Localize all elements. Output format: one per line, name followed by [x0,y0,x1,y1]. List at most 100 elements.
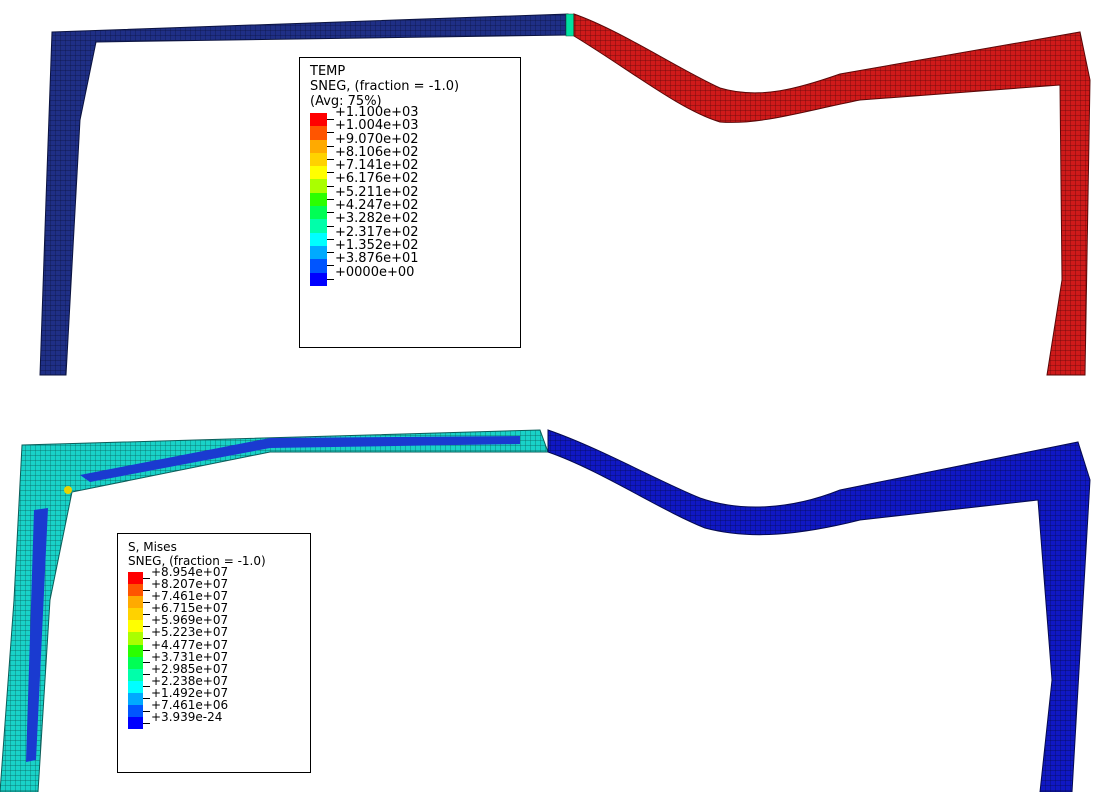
legend-tick [327,212,334,214]
legend-swatch [310,219,327,233]
legend-swatch [310,126,327,140]
stress-hotspot [64,486,72,494]
legend-tick [143,589,150,591]
legend-entry: +7.461e+06 [128,699,302,718]
legend-tick [327,172,334,174]
legend-title-line: (Avg: 75%) [310,94,382,109]
legend-value: +5.211e+02 [335,184,419,200]
legend-title-line: TEMP [310,64,346,79]
legend-value: +0000e+00 [335,264,415,280]
legend-tick [327,119,334,121]
legend-tick [143,686,150,688]
legend-tick [143,662,150,664]
legend-tick [327,159,334,161]
legend-swatch [310,245,327,260]
legend-value: +8.954e+07 [151,565,229,579]
legend-swatch [310,272,327,286]
legend-value: +5.969e+07 [151,613,229,628]
legend-entry: +4.477e+07 [128,638,302,657]
legend-tick [143,577,150,579]
legend-value: +4.247e+02 [335,198,419,214]
low-stress-right-frame [547,429,1091,792]
legend-value: +5.223e+07 [151,625,229,640]
legend-value: +7.461e+07 [151,589,229,604]
temperature-legend: TEMP SNEG, (fraction = -1.0) (Avg: 75%) … [299,57,521,348]
legend-entry: +7.461e+07 [128,590,302,609]
legend-tick [143,625,150,627]
legend-swatch [128,705,143,718]
color-scale: +1.100e+03 +1.004e+03 +9.070e+02 +8.106e+02… [310,106,512,286]
legend-value: +2.317e+02 [335,224,419,240]
legend-swatch [310,179,327,193]
legend-entry: +8.207e+07 [128,578,302,597]
legend-entry: +5.969e+07 [128,614,302,633]
legend-swatch [310,206,327,220]
legend-value: +2.238e+07 [151,673,229,688]
legend-entry: +8.954e+07 [128,566,302,585]
legend-tick [327,145,334,147]
legend-entry: +1.492e+07 [128,687,302,706]
legend-swatch [310,259,327,273]
legend-value: +1.004e+03 [335,118,419,134]
legend-tick [143,674,150,676]
stress-mesh-view [0,429,1091,792]
legend-entry: +2.985e+07 [128,663,302,681]
legend-value: +1.352e+02 [335,237,419,253]
legend-swatch [128,656,143,669]
temperature-contour-plot: TEMP SNEG, (fraction = -1.0) (Avg: 75%) … [0,0,1097,390]
legend-value: +7.141e+02 [335,158,419,174]
legend-entry: +0000e+00 [310,265,512,286]
legend-swatch [128,668,143,681]
legend-swatch [310,113,327,127]
legend-tick [327,225,334,227]
legend-entry: +3.939e-24 [128,711,302,730]
legend-entry: +6.176e+02 [310,172,512,193]
legend-value: +6.715e+07 [151,601,229,616]
legend-entry: +7.141e+02 [310,159,512,180]
legend-entry: +6.715e+07 [128,602,302,621]
legend-tick [327,132,334,134]
legend-entry: +5.211e+02 [310,185,512,207]
legend-value: +3.731e+07 [151,649,229,664]
legend-swatch [310,192,327,207]
legend-tick [143,638,150,640]
low-stress-core-leg [26,508,48,762]
legend-value: +3.939e-24 [151,710,223,725]
legend-swatch [310,166,327,180]
legend-title-line: SNEG, (fraction = -1.0) [128,554,266,568]
legend-entry: +1.100e+03 [310,106,512,127]
legend-tick [143,698,150,700]
legend-value: +2.985e+07 [151,661,229,676]
legend-entry: +2.317e+02 [310,225,512,246]
legend-value: +6.176e+02 [335,171,419,187]
color-scale: +8.954e+07 +8.207e+07 +7.461e+07 +6.715e+07… [128,566,302,730]
legend-tick [327,278,334,280]
legend-value: +3.282e+02 [335,211,419,227]
stressed-left-frame [0,429,549,792]
stress-contour-plot: S, Mises SNEG, (fraction = -1.0) +8.954e… [0,400,1097,792]
legend-tick [143,710,150,712]
low-stress-core-beam [80,436,520,482]
legend-swatch [128,632,143,645]
legend-swatch [310,152,327,167]
legend-tick [143,601,150,603]
legend-swatch [310,139,327,153]
legend-tick [327,265,334,267]
legend-title-line: SNEG, (fraction = -1.0) [310,79,460,94]
transition-band [565,13,575,37]
legend-entry: +3.731e+07 [128,651,302,669]
legend-value: +1.100e+03 [335,105,419,120]
legend-value: +8.207e+07 [151,577,229,592]
legend-tick [327,185,334,187]
legend-swatch [128,596,143,609]
legend-entry: +3.282e+02 [310,212,512,233]
legend-swatch [128,584,143,597]
legend-swatch [128,717,143,730]
legend-swatch [128,620,143,633]
temperature-mesh-view [39,13,1091,376]
legend-swatch [128,692,143,706]
legend-tick [327,238,334,240]
legend-entry: +1.004e+03 [310,119,512,140]
legend-entry: +1.352e+02 [310,239,512,260]
legend-tick [327,252,334,254]
